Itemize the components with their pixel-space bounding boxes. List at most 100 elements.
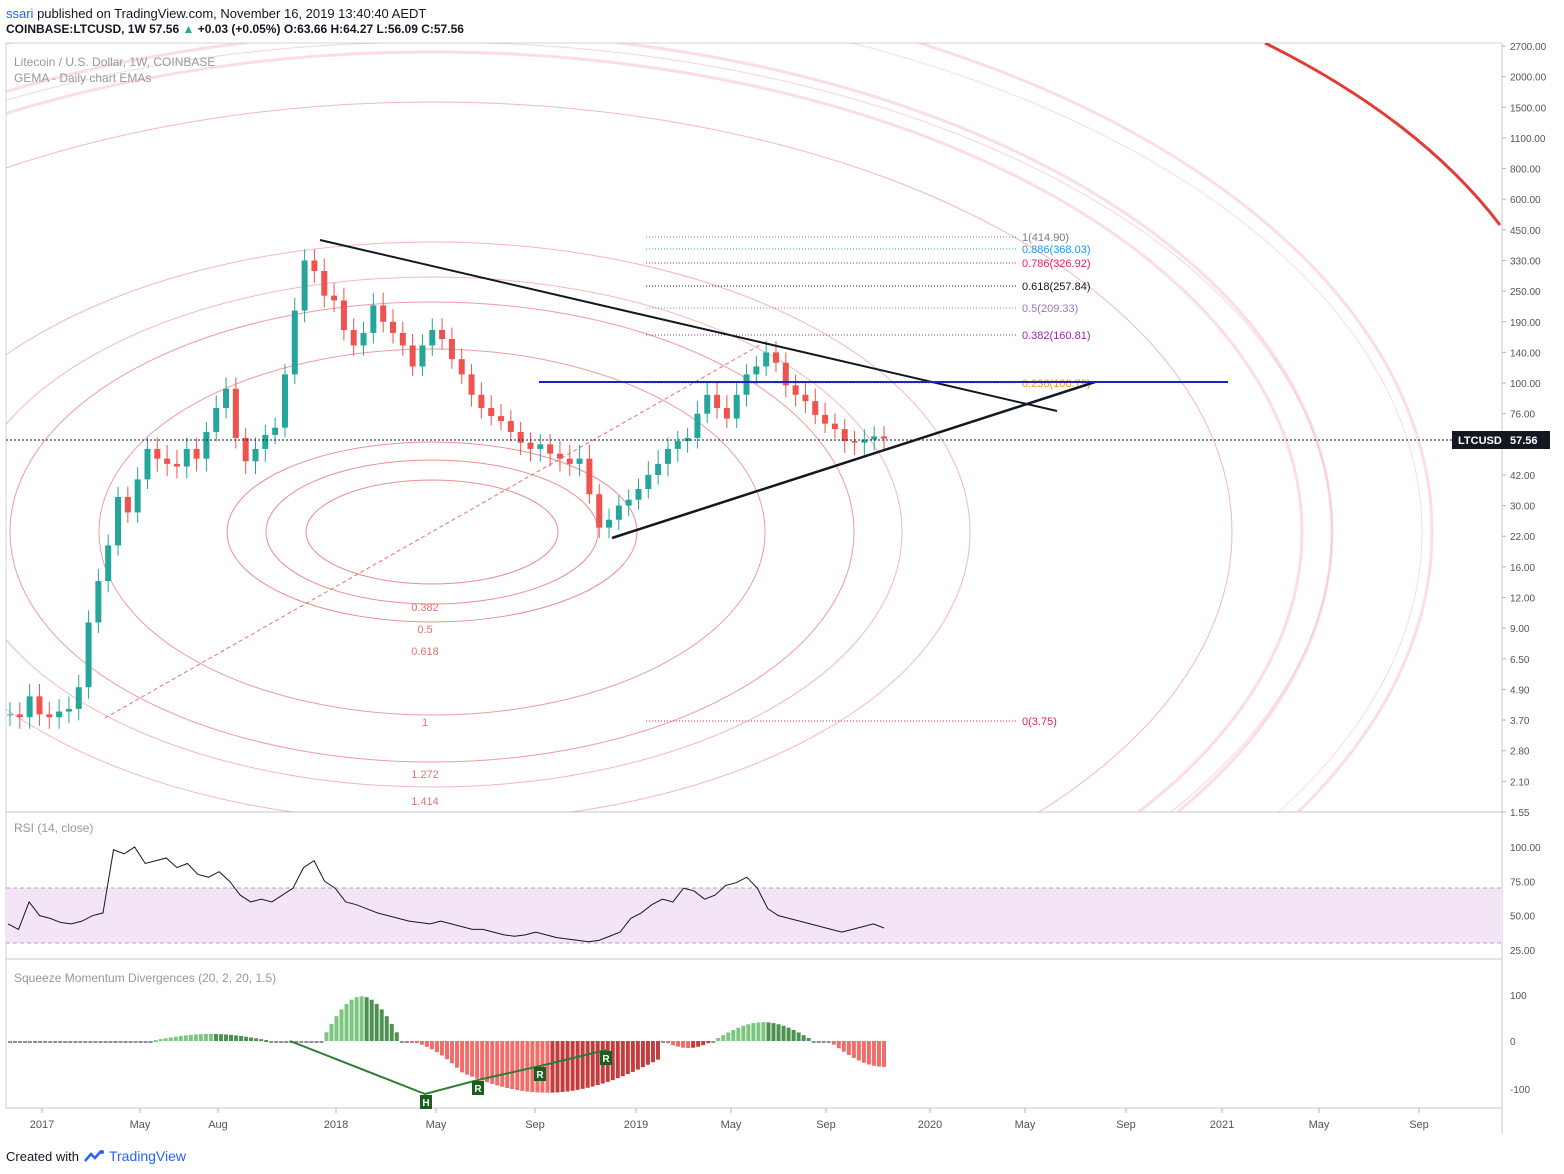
momentum-bar: [163, 1038, 168, 1041]
candle-body: [46, 714, 53, 718]
momentum-bar: [414, 1041, 419, 1044]
momentum-bar: [455, 1041, 460, 1068]
candle-body: [262, 434, 269, 449]
momentum-bar: [756, 1022, 761, 1041]
momentum-bar: [645, 1041, 650, 1065]
momentum-bar: [625, 1041, 630, 1075]
fib-circles[interactable]: 0.382 0.5 0.618 1 1.272 1.414: [0, 0, 1502, 1092]
momentum-bar: [540, 1041, 545, 1093]
momentum-bar: [28, 1041, 33, 1043]
price-tick-label: 42.00: [1510, 471, 1535, 482]
momentum-bar: [213, 1034, 218, 1041]
momentum-bar: [294, 1041, 299, 1043]
momentum-bar: [640, 1041, 645, 1068]
fib-circle: [98, 348, 766, 716]
momentum-bar: [23, 1041, 28, 1043]
momentum-bar: [495, 1041, 500, 1086]
momentum-bar: [364, 997, 369, 1041]
momentum-bar: [183, 1035, 188, 1041]
candle-body: [576, 458, 583, 464]
candle-body: [537, 444, 544, 449]
momentum-bar: [339, 1009, 344, 1041]
time-tick-label: May: [1015, 1119, 1036, 1131]
price-change: +0.03 (+0.05%): [197, 22, 281, 36]
momentum-bar: [721, 1035, 726, 1041]
momentum-bar: [203, 1034, 208, 1041]
momentum-bar: [565, 1041, 570, 1092]
momentum-bar: [876, 1041, 881, 1067]
candle-body: [694, 413, 701, 438]
rsi-line: [7, 846, 885, 943]
time-tick-label: 2020: [918, 1119, 942, 1131]
momentum-bar: [434, 1041, 439, 1053]
momentum-bar: [83, 1041, 88, 1043]
fib-circle-label: 0.382: [411, 602, 439, 614]
drawings[interactable]: [319, 239, 1228, 540]
momentum-bar: [681, 1041, 686, 1048]
candle-body: [193, 448, 200, 459]
candle-body: [399, 332, 406, 346]
divergence-line: [289, 1040, 607, 1096]
candle-body: [714, 394, 721, 408]
momentum-bar: [585, 1041, 590, 1088]
momentum-bar: [816, 1041, 821, 1043]
candle-body: [124, 496, 131, 513]
fib-retracement[interactable]: 1(414.90)0.886(368.03) 0.786(326.92) 0.618…: [646, 232, 1091, 728]
momentum-bar: [424, 1041, 429, 1047]
candle-body: [173, 463, 180, 467]
momentum-bar: [264, 1040, 269, 1043]
candle-body: [841, 429, 848, 442]
momentum-bar: [480, 1041, 485, 1081]
last-price-marker: LTCUSD 57.56: [6, 431, 1550, 449]
candle-body: [498, 416, 505, 422]
time-tick-label: 2019: [624, 1119, 648, 1131]
time-tick-label: Sep: [1116, 1119, 1136, 1131]
candle-body: [429, 330, 436, 346]
tradingview-brand[interactable]: TradingView: [108, 1148, 187, 1164]
candle-body: [223, 388, 230, 408]
momentum-bar: [550, 1041, 555, 1093]
squeeze-pane[interactable]: Squeeze Momentum Divergences (20, 2, 20,…: [8, 971, 1530, 1109]
candle-body: [802, 394, 809, 402]
candle-body: [281, 374, 288, 428]
momentum-bar: [143, 1041, 148, 1043]
candle-body: [488, 407, 495, 417]
candle-body: [75, 687, 82, 709]
momentum-bar: [314, 1041, 319, 1043]
candle-body: [615, 505, 622, 520]
time-axis[interactable]: 2017 May Aug 2018 May Sep 2019 May Sep 2020 May Sep…: [30, 1108, 1429, 1131]
momentum-bar: [726, 1032, 731, 1041]
candle-body: [674, 441, 681, 449]
created-with-text: Created with: [6, 1148, 79, 1164]
ascending-trendline[interactable]: [611, 380, 1096, 540]
candle-body: [468, 374, 475, 395]
rsi-pane[interactable]: RSI (14, close) 100.00 75.00 50.00 25.00: [6, 821, 1541, 957]
momentum-bar: [831, 1041, 836, 1045]
candle-body: [213, 407, 220, 432]
momentum-bar: [671, 1041, 676, 1046]
divergence-marker-label: R: [474, 1084, 482, 1095]
momentum-bar: [284, 1041, 289, 1043]
price-axis[interactable]: 2700.00 2000.00 1500.00 1100.00 800.00 600.00…: [1502, 42, 1547, 819]
momentum-bar: [254, 1038, 259, 1041]
momentum-bar: [505, 1041, 510, 1089]
momentum-bar: [766, 1022, 771, 1041]
rsi-tick-label: 25.00: [1510, 946, 1535, 957]
momentum-bar: [575, 1041, 580, 1090]
fib-circle: [6, 101, 1233, 812]
divergence-marker-label: R: [536, 1070, 544, 1081]
candle-body: [154, 448, 161, 459]
fib-outer-arc: [1264, 43, 1502, 226]
momentum-bar: [821, 1041, 826, 1043]
author-link[interactable]: ssari: [6, 6, 34, 21]
candle-body: [763, 352, 770, 367]
time-tick-label: Sep: [1409, 1119, 1429, 1131]
momentum-bar: [711, 1041, 716, 1043]
momentum-bar: [93, 1041, 98, 1043]
price-tick-label: 2700.00: [1510, 42, 1547, 53]
candle-body: [272, 427, 279, 435]
momentum-bar: [836, 1041, 841, 1049]
candle-body: [772, 352, 779, 363]
descending-trendline[interactable]: [319, 239, 1058, 412]
